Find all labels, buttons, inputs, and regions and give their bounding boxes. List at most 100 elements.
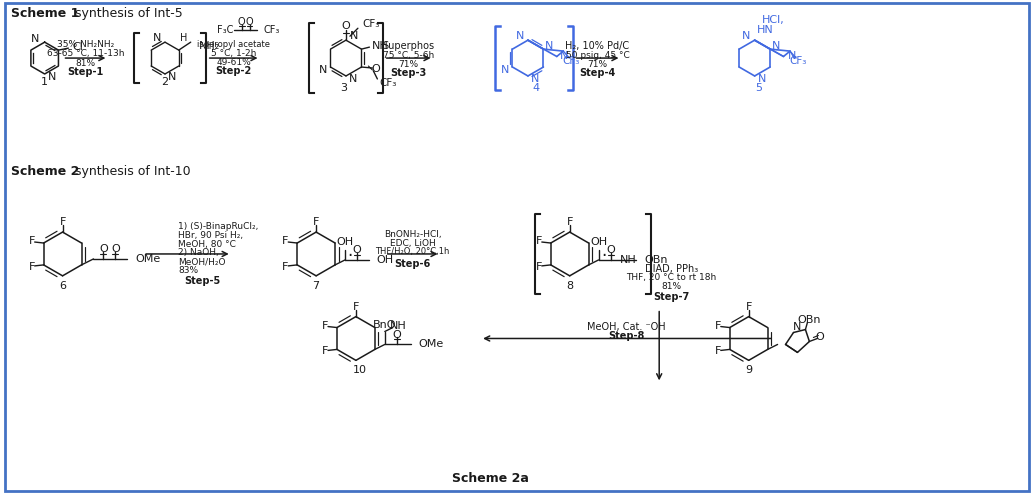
Text: F: F (714, 321, 721, 330)
Text: 81%: 81% (661, 282, 681, 291)
Text: N: N (742, 31, 751, 41)
Text: CF₃: CF₃ (264, 25, 280, 35)
Text: OH: OH (590, 237, 607, 247)
Text: N: N (545, 41, 553, 51)
Text: Step-1: Step-1 (67, 67, 103, 77)
Text: MeOH, Cat. ⁻OH: MeOH, Cat. ⁻OH (587, 322, 666, 331)
Text: N: N (501, 65, 510, 75)
Text: 4: 4 (533, 83, 540, 93)
Text: F: F (536, 236, 542, 246)
Text: 35% NH₂NH₂: 35% NH₂NH₂ (57, 40, 114, 48)
Text: H₂, 10% Pd/C: H₂, 10% Pd/C (566, 41, 630, 51)
Text: 83%: 83% (178, 266, 199, 275)
Text: F: F (714, 346, 721, 356)
Text: N: N (48, 72, 56, 82)
Text: 71%: 71% (587, 60, 608, 69)
Text: NH: NH (371, 41, 388, 51)
Text: 5: 5 (755, 83, 762, 93)
Text: O: O (371, 64, 379, 74)
Text: N: N (771, 41, 780, 51)
Text: OH: OH (376, 255, 394, 265)
Text: O: O (111, 244, 120, 254)
Text: Step-2: Step-2 (215, 66, 251, 76)
Text: OBn: OBn (797, 315, 821, 325)
Text: F: F (353, 302, 359, 312)
Text: NH: NH (620, 255, 637, 265)
Text: Step-6: Step-6 (395, 259, 431, 269)
Text: ·: · (601, 247, 606, 265)
Text: synthesis of Int-10: synthesis of Int-10 (74, 165, 190, 178)
Text: N: N (559, 51, 568, 61)
Text: F: F (282, 236, 288, 246)
Text: F: F (313, 217, 320, 227)
Text: O: O (238, 17, 245, 27)
Text: 63-65 °C, 11-13h: 63-65 °C, 11-13h (47, 48, 124, 58)
Text: 49-61%: 49-61% (216, 57, 251, 67)
Text: 1: 1 (41, 77, 49, 87)
Text: 75 °C, 5-6h: 75 °C, 5-6h (383, 50, 434, 60)
Text: CF₃: CF₃ (379, 78, 397, 88)
Text: O: O (353, 245, 361, 255)
Text: N: N (516, 31, 524, 41)
Text: HCl,: HCl, (762, 15, 785, 25)
Text: 6: 6 (59, 281, 66, 291)
Text: Step-7: Step-7 (653, 292, 690, 302)
Text: Superphos: Superphos (383, 41, 434, 51)
Text: 10: 10 (353, 365, 367, 375)
Text: Step-5: Step-5 (185, 276, 221, 286)
Text: BnO: BnO (373, 320, 397, 329)
Text: 71%: 71% (398, 60, 419, 69)
Text: synthesis of Int-5: synthesis of Int-5 (74, 7, 182, 20)
Text: N: N (788, 51, 796, 61)
Text: 2: 2 (161, 77, 169, 87)
Text: isopropyl acetate: isopropyl acetate (197, 40, 270, 48)
Text: OMe: OMe (419, 339, 444, 349)
Text: F: F (567, 217, 573, 227)
Text: OMe: OMe (135, 254, 160, 264)
Text: H: H (180, 33, 187, 43)
Text: N: N (793, 322, 801, 331)
Text: HBr, 90 Psi H₂,: HBr, 90 Psi H₂, (178, 231, 243, 240)
Text: O: O (815, 332, 824, 342)
Text: O: O (606, 245, 615, 255)
Text: Step-3: Step-3 (391, 68, 427, 78)
Text: F: F (59, 217, 66, 227)
Text: F₃C: F₃C (217, 25, 234, 35)
Text: F: F (746, 302, 752, 312)
Text: F: F (29, 262, 35, 272)
Text: NH: NH (391, 321, 407, 330)
Text: O: O (99, 244, 108, 254)
Text: N: N (153, 33, 161, 43)
Text: Cl: Cl (72, 42, 84, 52)
Text: CF₃: CF₃ (362, 19, 379, 29)
Text: F: F (322, 346, 328, 356)
Text: F: F (322, 321, 328, 330)
Text: CF₃: CF₃ (562, 56, 580, 66)
Text: BnONH₂-HCl,: BnONH₂-HCl, (384, 230, 442, 239)
Text: 2) NaOH,: 2) NaOH, (178, 248, 219, 257)
Text: O: O (246, 17, 253, 27)
Text: 7: 7 (312, 281, 320, 291)
Text: Scheme 2a: Scheme 2a (452, 472, 528, 485)
Text: Scheme 1: Scheme 1 (11, 7, 80, 20)
Text: OBn: OBn (644, 255, 668, 265)
Text: N: N (758, 74, 766, 84)
Text: N: N (530, 74, 540, 84)
Text: 5 °C, 1-2h: 5 °C, 1-2h (211, 48, 256, 58)
Text: Step-8: Step-8 (608, 331, 644, 341)
Text: NH₂: NH₂ (199, 41, 220, 51)
Text: EDC, LiOH: EDC, LiOH (390, 239, 435, 247)
Text: 9: 9 (746, 365, 753, 375)
Text: Step-4: Step-4 (579, 68, 615, 78)
Text: 3: 3 (340, 83, 347, 93)
Text: ·: · (347, 247, 353, 265)
Text: F: F (282, 262, 288, 272)
Text: N: N (31, 34, 39, 44)
Text: F: F (536, 262, 542, 272)
Text: N: N (348, 74, 358, 84)
Text: MeOH/H₂O: MeOH/H₂O (178, 257, 225, 266)
Text: 1) (S)-BinapRuCl₂,: 1) (S)-BinapRuCl₂, (178, 222, 258, 231)
Text: O: O (341, 21, 351, 31)
Text: 8: 8 (567, 281, 573, 291)
Text: N: N (349, 31, 359, 41)
